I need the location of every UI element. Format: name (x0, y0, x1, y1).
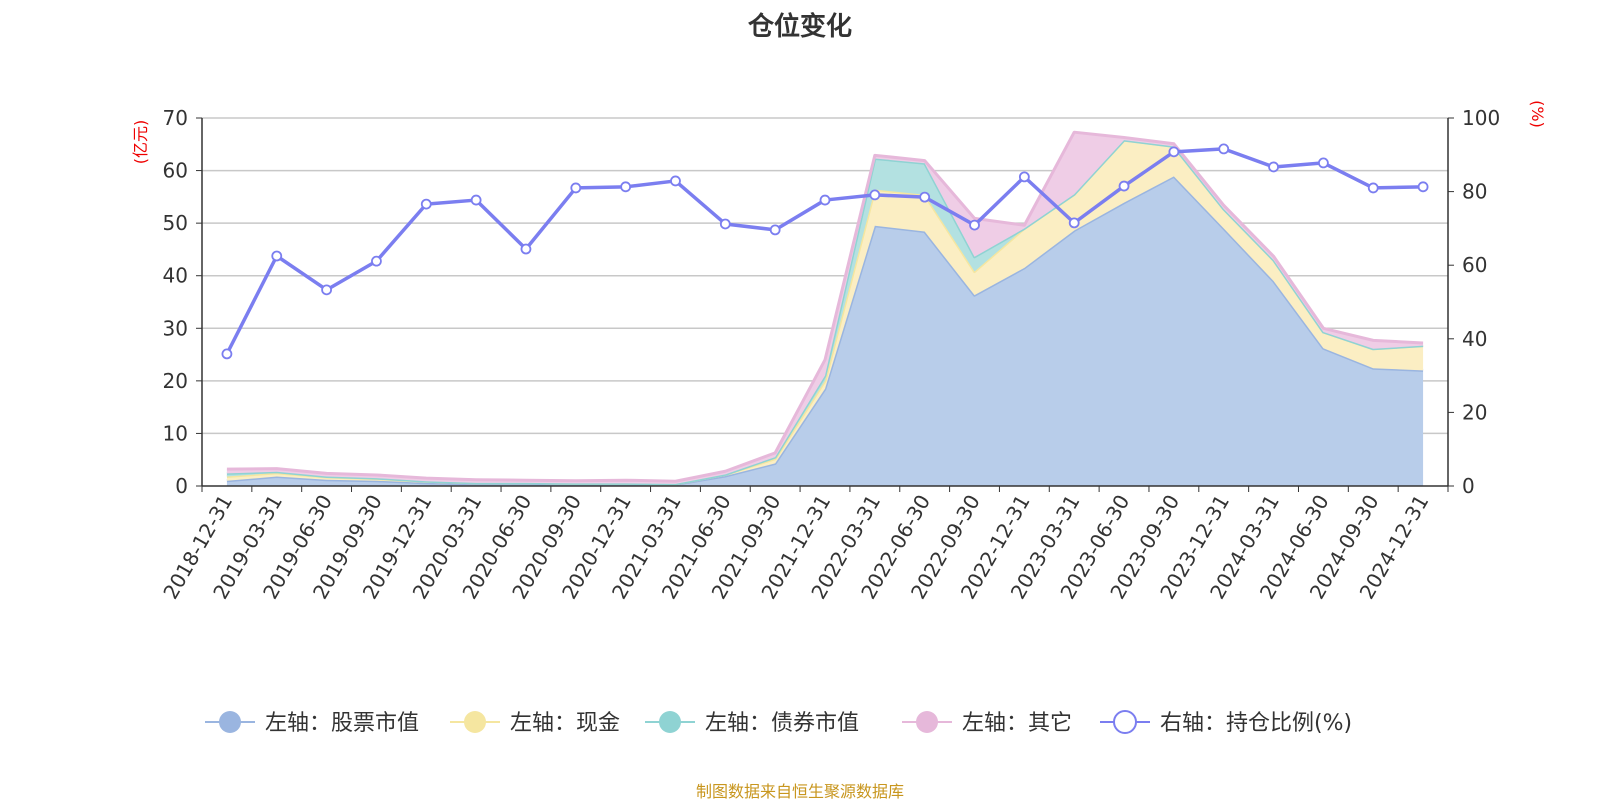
left-axis-tick-label: 10 (163, 421, 188, 445)
ratio-point (769, 224, 781, 236)
ratio-point (470, 194, 482, 206)
ratio-point (570, 182, 582, 194)
left-axis-tick-label: 30 (163, 316, 188, 340)
ratio-point (520, 243, 532, 255)
legend-marker-icon (659, 711, 681, 733)
ratio-point (1118, 180, 1130, 192)
legend-label[interactable]: 左轴：其它 (962, 711, 1072, 736)
ratio-point (969, 219, 980, 231)
data-source-footer: 制图数据来自恒生聚源数据库 (695, 782, 904, 801)
legend-label[interactable]: 左轴：股票市值 (265, 711, 419, 736)
area-0 (226, 176, 1424, 486)
legend-marker-icon (219, 711, 241, 733)
legend-label[interactable]: 右轴：持仓比例(%) (1160, 711, 1352, 736)
left-axis-tick-label: 60 (163, 159, 188, 183)
left-axis-tick-label: 70 (163, 106, 188, 130)
right-axis-tick-label: 40 (1462, 327, 1487, 351)
right-axis-tick-label: 0 (1462, 474, 1475, 498)
legend-marker-icon (1113, 710, 1137, 734)
ratio-point (1367, 182, 1379, 194)
ratio-point (1168, 146, 1180, 158)
right-axis-label: (%) (1528, 100, 1547, 128)
ratio-point (1417, 181, 1429, 193)
ratio-point (420, 198, 432, 210)
ratio-point (371, 255, 382, 267)
ratio-point (670, 175, 681, 187)
left-axis-tick-label: 50 (163, 211, 188, 235)
left-axis-label: (亿元) (131, 120, 150, 165)
chart-title: 仓位变化 (747, 12, 852, 42)
ratio-point (1318, 157, 1329, 169)
ratio-point (919, 191, 931, 203)
left-axis-tick-label: 20 (163, 369, 188, 393)
legend-marker-icon (916, 711, 938, 733)
ratio-point (819, 194, 831, 206)
right-axis-tick-label: 20 (1462, 400, 1487, 424)
legend-label[interactable]: 左轴：现金 (510, 711, 620, 736)
left-axis-tick-label: 40 (163, 264, 188, 288)
ratio-point (620, 181, 632, 193)
ratio-point (321, 284, 333, 296)
legend-marker-icon (464, 711, 486, 733)
right-axis-tick-label: 80 (1462, 180, 1487, 204)
ratio-point (221, 348, 233, 360)
ratio-point (719, 218, 731, 230)
right-axis-tick-label: 60 (1462, 253, 1487, 277)
ratio-point (1018, 171, 1030, 183)
legend-label[interactable]: 左轴：债券市值 (705, 711, 859, 736)
ratio-point (1068, 217, 1080, 229)
ratio-point (1268, 161, 1279, 173)
left-axis-tick-label: 0 (175, 474, 188, 498)
area-line-3 (226, 130, 1424, 483)
ratio-point (1218, 143, 1230, 155)
ratio-point (869, 189, 881, 201)
ratio-point (271, 250, 283, 262)
right-axis-tick-label: 100 (1462, 106, 1500, 130)
